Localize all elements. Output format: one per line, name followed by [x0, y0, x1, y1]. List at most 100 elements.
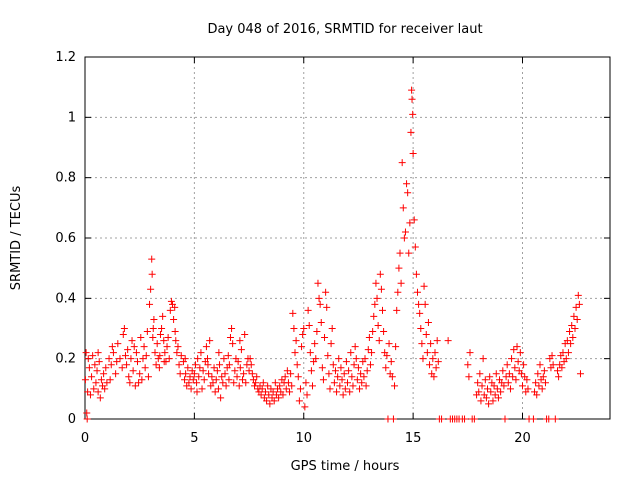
data-point-marker	[484, 385, 491, 393]
data-point-marker	[124, 346, 132, 354]
data-point-marker	[341, 385, 349, 393]
data-point-marker	[389, 415, 397, 423]
data-point-marker	[493, 385, 501, 393]
data-point-marker	[252, 379, 260, 387]
data-point-marker	[365, 334, 373, 342]
data-point-marker	[429, 355, 437, 363]
data-point-marker	[222, 382, 230, 390]
data-point-marker	[236, 337, 244, 345]
data-point-marker	[340, 370, 348, 378]
data-point-marker	[374, 321, 382, 329]
data-point-marker	[475, 388, 483, 396]
data-point-marker	[154, 355, 162, 363]
data-point-marker	[369, 328, 377, 336]
data-point-marker	[322, 288, 330, 296]
data-point-marker	[264, 382, 272, 390]
data-point-marker	[94, 349, 102, 357]
data-point-marker	[136, 370, 144, 378]
data-point-marker	[554, 367, 561, 375]
data-point-marker	[176, 370, 184, 378]
data-point-marker	[118, 364, 126, 372]
data-point-marker	[383, 352, 391, 360]
data-point-marker	[299, 331, 307, 339]
data-point-marker	[396, 249, 404, 257]
data-point-marker	[444, 337, 452, 345]
data-point-marker	[149, 325, 157, 332]
data-point-marker	[476, 370, 484, 378]
data-point-marker	[142, 352, 150, 360]
data-point-marker	[371, 300, 379, 308]
data-point-marker	[500, 382, 508, 390]
data-point-marker	[348, 373, 356, 381]
data-point-marker	[137, 334, 145, 342]
data-point-marker	[219, 379, 227, 387]
data-point-marker	[300, 325, 308, 332]
data-point-marker	[388, 373, 396, 381]
data-point-marker	[276, 382, 284, 390]
data-point-marker	[173, 349, 181, 357]
data-point-marker	[415, 300, 423, 308]
data-point-marker	[242, 379, 250, 387]
data-point-marker	[86, 391, 94, 399]
data-point-marker	[540, 367, 548, 375]
data-point-marker	[150, 315, 158, 323]
data-point-marker	[275, 394, 283, 402]
data-point-marker	[438, 415, 446, 423]
data-point-marker	[125, 373, 133, 381]
data-point-marker	[171, 303, 179, 311]
data-point-marker	[186, 373, 194, 381]
data-point-marker	[159, 312, 167, 320]
data-point-marker	[533, 391, 541, 399]
data-point-marker	[261, 388, 269, 396]
axis-ticks: 0 0.2 0.4 0.6 0.8 1 1.2 0 5 10 15 20	[55, 50, 610, 446]
data-point-marker	[510, 346, 518, 354]
data-point-marker	[319, 376, 327, 384]
data-point-marker	[236, 364, 244, 372]
data-point-marker	[175, 361, 183, 369]
data-point-marker	[548, 352, 556, 360]
data-point-marker	[158, 325, 166, 332]
data-point-marker	[233, 373, 241, 381]
data-point-marker	[382, 364, 390, 372]
data-point-marker	[312, 355, 320, 363]
data-point-marker	[380, 328, 388, 336]
data-point-marker	[161, 349, 169, 357]
data-point-marker	[301, 403, 309, 411]
data-point-marker	[492, 370, 500, 378]
data-point-marker	[504, 379, 512, 387]
data-point-marker	[211, 388, 219, 396]
data-point-marker	[105, 355, 113, 363]
data-point-marker	[109, 349, 117, 357]
data-point-marker	[397, 279, 405, 287]
data-point-marker	[83, 409, 91, 417]
data-point-marker	[189, 376, 197, 384]
data-point-marker	[497, 388, 505, 396]
data-point-marker	[153, 340, 161, 348]
data-point-marker	[424, 318, 432, 326]
data-point-marker	[465, 373, 473, 381]
data-point-marker	[357, 370, 365, 378]
data-point-marker	[331, 367, 339, 375]
data-point-marker	[198, 385, 206, 393]
data-point-marker	[307, 367, 315, 375]
data-point-marker	[144, 373, 152, 381]
data-point-marker	[114, 340, 122, 348]
data-point-marker	[569, 334, 577, 342]
data-point-marker	[135, 379, 143, 387]
data-point-marker	[151, 349, 159, 357]
data-point-marker	[558, 364, 566, 372]
data-point-marker	[295, 397, 303, 405]
data-point-marker	[572, 303, 580, 311]
data-point-marker	[160, 358, 168, 366]
data-point-marker	[489, 397, 497, 405]
data-point-marker	[364, 346, 372, 354]
data-point-marker	[334, 373, 342, 381]
data-point-marker	[311, 340, 319, 348]
data-point-marker	[284, 379, 292, 387]
data-point-marker	[131, 382, 139, 390]
data-point-marker	[208, 373, 216, 381]
data-point-marker	[303, 391, 311, 399]
data-point-marker	[89, 352, 97, 360]
data-point-marker	[120, 325, 128, 332]
